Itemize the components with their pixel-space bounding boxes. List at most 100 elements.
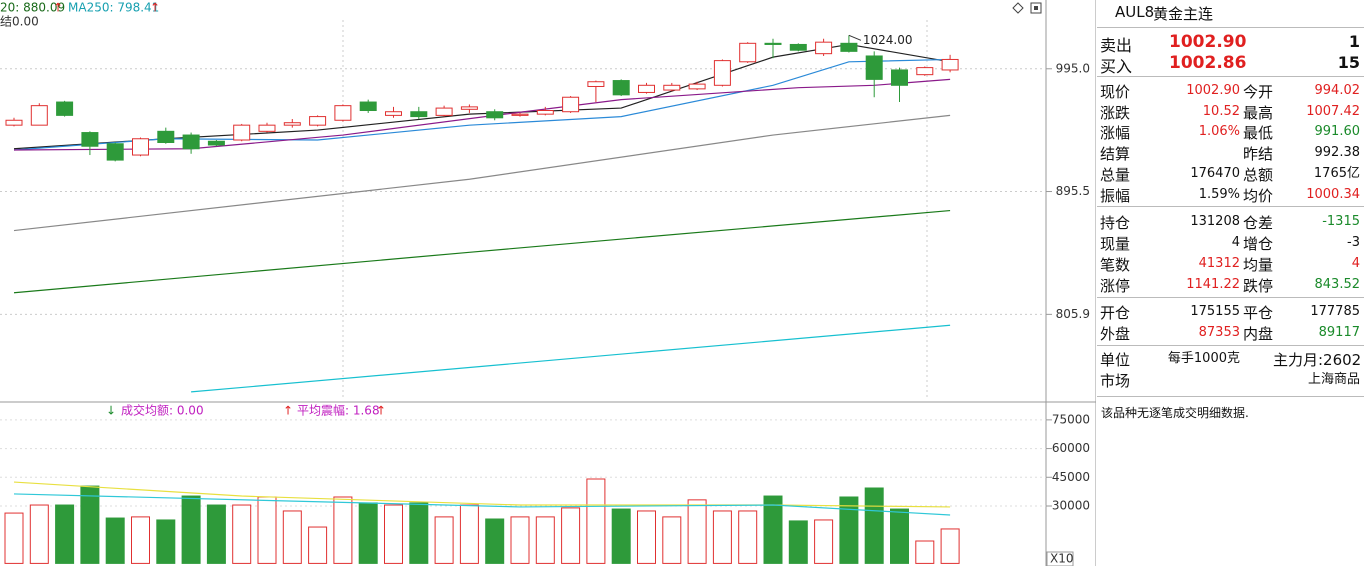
volume-bar — [282, 510, 302, 564]
candle-body — [916, 67, 934, 76]
volume-bar — [156, 519, 176, 564]
volume-bar — [561, 507, 581, 564]
bidask-label: 卖出 — [1100, 36, 1133, 55]
candle-body — [638, 84, 655, 93]
row-label: 结算 — [1100, 145, 1131, 163]
moving-average — [13, 114, 951, 232]
candle-body — [815, 41, 833, 55]
row-label: 外盘 — [1100, 325, 1131, 343]
volume-bar — [358, 502, 378, 564]
legend-ma: 20: 880.09 — [0, 1, 65, 15]
scale-label[interactable]: X10 — [1050, 552, 1074, 566]
volume-average — [13, 493, 951, 516]
row-value: 上海商品 — [1307, 372, 1360, 387]
candle-body — [688, 83, 706, 90]
quote-panel: AUL8 黄金主连 卖出 1002.90 1 买入 1002.86 15 现价 1002.90… — [1097, 0, 1364, 566]
separator — [1097, 27, 1364, 28]
volume-bar — [29, 504, 49, 564]
annotation-pointer — [848, 34, 862, 41]
row-value: 87353 — [1198, 325, 1240, 340]
volume-bar — [105, 517, 125, 564]
volume-bar — [687, 499, 707, 564]
row-value: 176470 — [1190, 166, 1240, 181]
candle-body — [30, 105, 48, 126]
row-value: 992.38 — [1314, 145, 1361, 160]
contract-name: 黄金主连 — [1153, 5, 1214, 23]
candle-body — [385, 111, 402, 116]
volume-bar — [181, 495, 201, 564]
bidask-qty: 1 — [1348, 32, 1360, 51]
row-label: 增仓 — [1243, 235, 1274, 253]
candle-body — [713, 60, 731, 86]
row-value: 41312 — [1198, 256, 1240, 271]
row-label: 均价 — [1243, 187, 1274, 205]
moving-average — [13, 209, 951, 294]
separator — [1097, 297, 1364, 298]
volume-legend: 成交均额: 0.00 — [121, 403, 204, 418]
candle-body — [941, 58, 959, 71]
contract-code: AUL8 — [1115, 3, 1155, 21]
volume-bar — [915, 540, 935, 564]
volume-bar — [257, 496, 277, 564]
candle-body — [283, 122, 301, 126]
row-value: 4 — [1231, 235, 1240, 250]
row-value: -1315 — [1322, 214, 1360, 229]
bidask-label: 买入 — [1100, 57, 1133, 76]
row-label: 内盘 — [1243, 325, 1274, 343]
candle-body — [182, 134, 200, 150]
candle-body — [334, 105, 352, 121]
candle-body — [587, 81, 605, 87]
candle-body — [891, 69, 908, 86]
volume-bar — [839, 496, 859, 564]
bidask-price: 1002.86 — [1169, 53, 1247, 73]
row-label: 总额 — [1243, 166, 1274, 184]
annotation: 1024.00 — [863, 33, 913, 47]
row-label: 总量 — [1100, 166, 1131, 184]
row-label: 现价 — [1100, 83, 1131, 101]
icon-window — [1034, 6, 1038, 10]
candle-body — [309, 116, 327, 126]
volume-bar — [586, 478, 606, 564]
row-label: 最低 — [1243, 124, 1274, 142]
scale-box[interactable] — [1046, 551, 1074, 566]
candle-body — [56, 101, 74, 116]
volume-bar — [333, 496, 353, 564]
icon-window[interactable] — [1030, 2, 1042, 14]
candle-body — [486, 111, 504, 119]
volume-legend: 平均震幅: 1.68 — [297, 403, 380, 418]
volume-bar — [308, 526, 328, 564]
legend-arrow: ↑ — [150, 1, 160, 15]
volume-bar — [637, 510, 656, 564]
candle-body — [789, 43, 807, 51]
volume-bar — [459, 504, 479, 564]
candle-body — [132, 138, 149, 156]
candle-body — [562, 96, 580, 113]
candle-body — [764, 42, 782, 45]
volume-bar — [409, 502, 429, 564]
row-value: 1000.34 — [1306, 187, 1360, 202]
y-tick-label: 805.9 — [1056, 307, 1090, 321]
row-label: 开仓 — [1100, 304, 1131, 322]
row-label: 持仓 — [1100, 214, 1131, 232]
volume-bar — [510, 516, 530, 564]
candle-body — [663, 84, 681, 91]
row-value: 131208 — [1190, 214, 1240, 229]
bidask-qty: 15 — [1337, 53, 1360, 72]
row-label: 笔数 — [1100, 256, 1131, 274]
row-label: 平仓 — [1243, 304, 1274, 322]
row-label: 涨停 — [1100, 277, 1131, 295]
row-value: 177785 — [1310, 304, 1360, 319]
candle-body — [258, 124, 276, 132]
row-label: 市场 — [1100, 372, 1131, 390]
volume-bar — [788, 520, 808, 564]
row-value: 1007.42 — [1306, 104, 1360, 119]
candle-body — [612, 80, 630, 96]
y-tick-label: 30000 — [1052, 498, 1090, 512]
separator — [1097, 396, 1364, 397]
moving-average — [13, 58, 951, 151]
row-value: 1.06% — [1198, 124, 1240, 139]
volume-bar — [206, 504, 226, 564]
row-label: 单位 — [1100, 351, 1131, 369]
icon-diamond[interactable] — [1012, 2, 1024, 14]
candle-body — [5, 119, 23, 126]
